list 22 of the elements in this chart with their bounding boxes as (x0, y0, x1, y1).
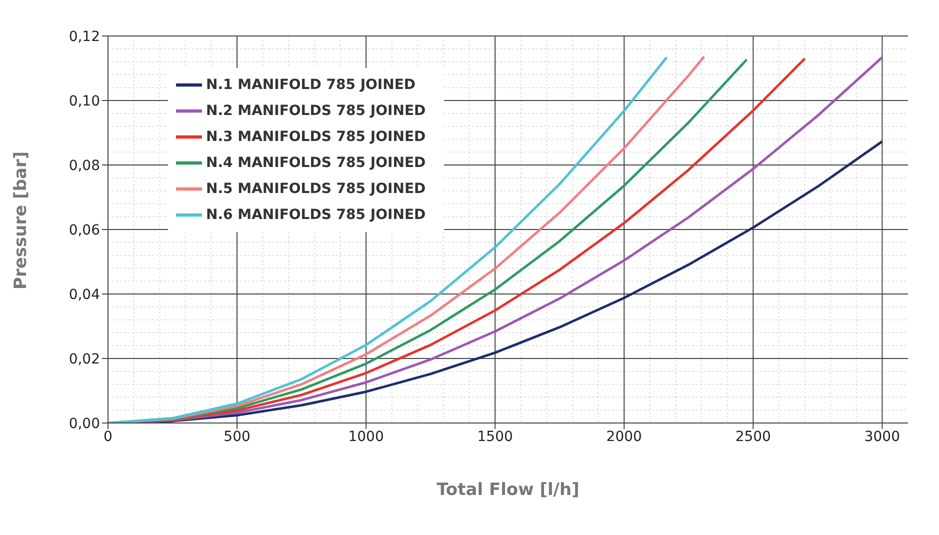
legend-label: N.6 MANIFOLDS 785 JOINED (206, 207, 426, 224)
y-axis-title: Pressure [bar] (11, 151, 32, 290)
legend-label: N.2 MANIFOLDS 785 JOINED (206, 103, 426, 120)
x-tick-label: 2500 (735, 428, 771, 445)
x-axis-title: Total Flow [l/h] (436, 480, 580, 500)
x-tick-label: 500 (224, 428, 250, 445)
y-tick-label: 0,10 (68, 93, 100, 110)
x-tick-label: 0 (104, 428, 112, 445)
y-tick-label: 0,08 (68, 158, 100, 174)
x-tick-label: 2000 (606, 428, 642, 445)
legend-label: N.1 MANIFOLD 785 JOINED (206, 77, 416, 94)
y-tick-label: 0,04 (68, 286, 100, 303)
legend-label: N.4 MANIFOLDS 785 JOINED (206, 155, 426, 172)
y-tick-label: 0,02 (68, 351, 100, 368)
x-tick-label: 1500 (477, 428, 513, 445)
y-tick-label: 0,12 (68, 28, 100, 45)
legend-label: N.5 MANIFOLDS 785 JOINED (206, 181, 426, 198)
y-tick-label: 0,00 (68, 416, 100, 432)
y-tick-label: 0,06 (68, 222, 100, 238)
x-tick-label: 1000 (348, 428, 384, 445)
legend-label: N.3 MANIFOLDS 785 JOINED (206, 129, 426, 146)
x-tick-label: 3000 (864, 428, 900, 445)
